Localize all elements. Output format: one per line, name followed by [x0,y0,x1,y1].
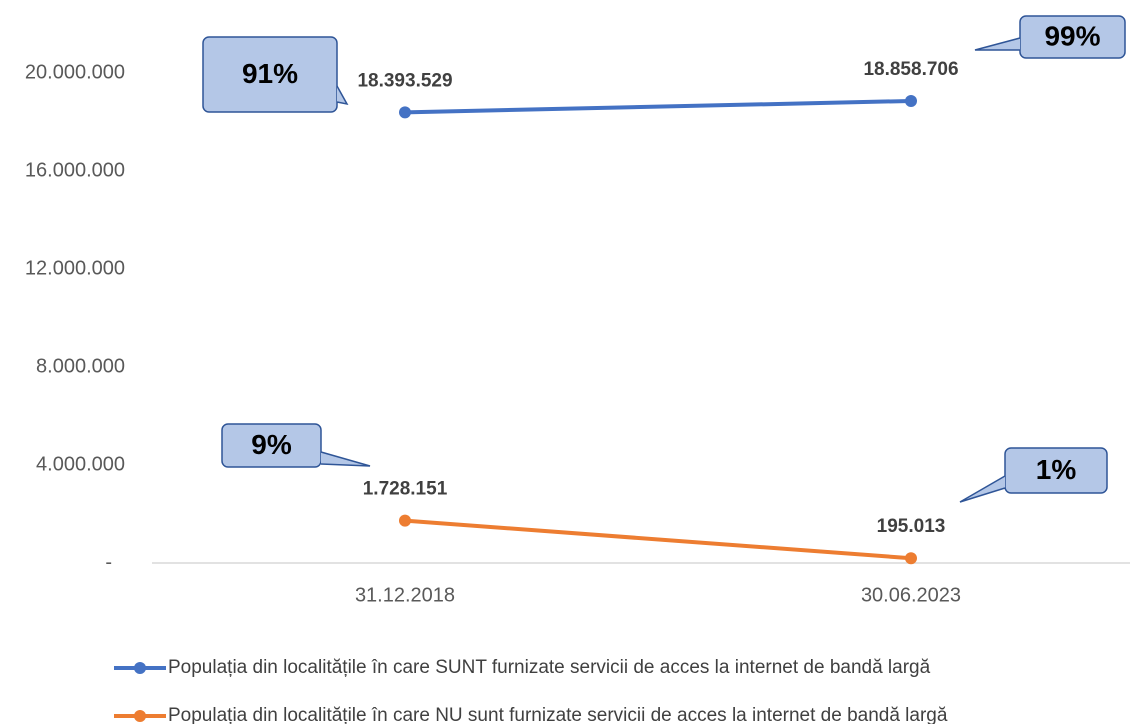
y-tick-label: 12.000.000 [25,257,125,279]
data-point [905,552,917,565]
data-label: 1.728.151 [363,479,448,500]
data-point [399,514,411,527]
legend-label: Populația din localitățile în care SUNT … [168,657,931,678]
callout-tail-edge [320,451,371,467]
y-tick-label: - [105,551,112,573]
y-tick-label: 16.000.000 [25,159,125,181]
callout-tail-edge [336,85,349,106]
callout-label: 1% [1036,454,1077,485]
data-label: 18.858.706 [863,59,958,80]
legend-label: Populația din localitățile în care NU su… [168,705,948,724]
data-point [399,106,411,119]
data-label: 18.393.529 [357,70,452,91]
callout-box [202,36,338,113]
data-point [905,94,917,107]
callout-tail-edge [974,37,1021,51]
series-line [404,98,912,115]
data-label: 195.013 [877,516,946,537]
callout-box [221,423,322,468]
y-tick-label: 8.000.000 [36,355,125,377]
series-line [404,518,912,561]
legend-marker [134,662,146,674]
callout-label: 9% [251,429,292,460]
y-tick-label: 20.000.000 [25,61,125,83]
callout-box [1004,447,1108,494]
callout-label: 99% [1044,20,1100,51]
x-tick-label: 30.06.2023 [861,584,961,606]
callout-label: 91% [242,58,298,89]
x-tick-label: 31.12.2018 [355,584,455,606]
callout-box [1019,15,1126,59]
callout-tail-edge [959,475,1006,503]
legend-marker [134,710,146,722]
y-tick-label: 4.000.000 [36,453,125,475]
